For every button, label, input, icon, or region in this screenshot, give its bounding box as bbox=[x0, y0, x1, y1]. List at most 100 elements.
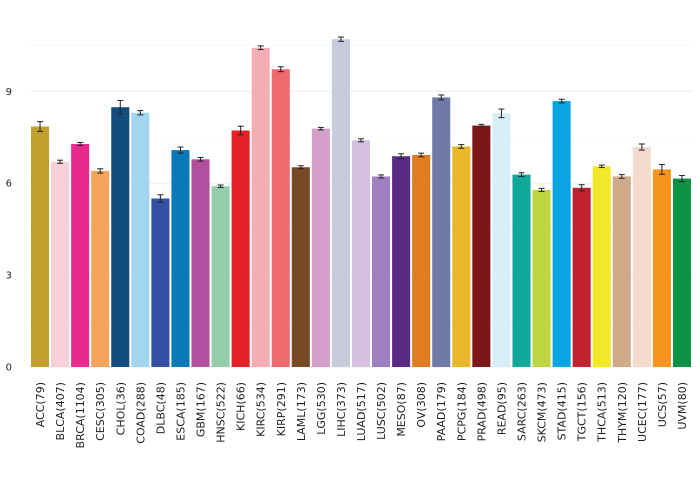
error-bar bbox=[558, 98, 565, 104]
error-bar bbox=[57, 159, 64, 164]
error-bar bbox=[538, 187, 545, 192]
x-tick-label: ACC(79) bbox=[34, 382, 47, 427]
x-tick-label: THYM(120) bbox=[616, 382, 629, 444]
x-tick-label: PRAD(498) bbox=[475, 382, 488, 441]
error-bar bbox=[598, 164, 605, 169]
error-bar bbox=[117, 99, 124, 115]
x-tick-label: SARC(263) bbox=[515, 382, 528, 441]
x-tick-label: KIRC(534) bbox=[255, 382, 268, 437]
error-bar bbox=[157, 194, 164, 203]
x-tick-label: LAML(173) bbox=[295, 382, 308, 441]
bar-coad bbox=[131, 112, 150, 367]
y-tick-label: 3 bbox=[6, 271, 12, 282]
x-tick-label: LUSC(502) bbox=[375, 382, 388, 440]
bar-lgg bbox=[311, 128, 330, 367]
error-bar bbox=[237, 125, 244, 136]
bar-tgct bbox=[572, 187, 591, 367]
bar-uvm bbox=[672, 178, 691, 367]
error-bar bbox=[398, 153, 405, 160]
bars bbox=[31, 39, 691, 368]
error-bar bbox=[277, 66, 284, 73]
bar-gbm bbox=[191, 159, 210, 367]
x-tick-label: THCA(513) bbox=[596, 382, 609, 443]
bar-blca bbox=[51, 161, 70, 367]
x-tick-label: READ(95) bbox=[495, 382, 508, 435]
x-tick-label: CHOL(36) bbox=[114, 382, 127, 435]
error-bar bbox=[378, 174, 385, 179]
x-tick-label: UCS(57) bbox=[656, 382, 669, 427]
error-bar bbox=[418, 152, 425, 158]
x-tick-label: PCPG(184) bbox=[455, 382, 468, 441]
x-tick-label: OV(308) bbox=[415, 382, 428, 428]
error-bar bbox=[358, 138, 364, 143]
bar-brca bbox=[71, 143, 90, 367]
bar-read bbox=[492, 113, 511, 368]
x-tick-label: UCEC(177) bbox=[636, 382, 649, 442]
bar-dlbc bbox=[151, 198, 170, 367]
x-tick-label: STAD(415) bbox=[556, 382, 569, 440]
error-bar bbox=[337, 36, 344, 42]
bar-acc bbox=[31, 126, 50, 367]
bar-paad bbox=[432, 97, 451, 368]
y-tick-label: 6 bbox=[6, 179, 12, 190]
error-bar bbox=[458, 144, 465, 149]
x-tick-label: MESO(87) bbox=[395, 382, 408, 437]
error-bar bbox=[77, 141, 84, 146]
error-bar bbox=[518, 172, 525, 177]
bar-skcm bbox=[532, 189, 551, 367]
error-bar bbox=[317, 126, 324, 131]
bar-lihc bbox=[331, 39, 350, 367]
bar-cesc bbox=[91, 170, 110, 367]
error-bar bbox=[638, 143, 645, 151]
bar-thca bbox=[592, 166, 611, 367]
error-bar bbox=[438, 94, 445, 101]
x-tick-label: SKCM(473) bbox=[536, 382, 549, 442]
bar-lusc bbox=[372, 176, 391, 367]
x-tick-label: LIHC(373) bbox=[335, 382, 348, 437]
error-bar bbox=[578, 184, 585, 192]
x-tick-label: ESCA(185) bbox=[174, 382, 187, 441]
bar-luad bbox=[351, 140, 371, 367]
bar-ucec bbox=[632, 147, 651, 367]
bar-kirp bbox=[271, 69, 290, 368]
x-tick-label: KIRP(291) bbox=[275, 382, 288, 436]
error-bar bbox=[478, 123, 485, 128]
bar-prad bbox=[472, 125, 491, 368]
x-tick-label: LGG(530) bbox=[315, 382, 328, 435]
x-tick-label: GBM(167) bbox=[195, 382, 208, 437]
error-bar bbox=[177, 146, 184, 154]
error-bar bbox=[678, 175, 685, 183]
bar-thym bbox=[612, 176, 631, 367]
x-tick-label: TGCT(156) bbox=[576, 382, 589, 442]
bar-meso bbox=[392, 156, 411, 367]
error-bar bbox=[297, 165, 304, 170]
bar-stad bbox=[552, 101, 571, 368]
x-tick-label: KICH(66) bbox=[235, 382, 248, 431]
y-axis-ticks: 0 3 6 9 bbox=[6, 87, 12, 374]
error-bar bbox=[257, 45, 264, 51]
bar-pcpg bbox=[452, 146, 471, 367]
x-tick-label: CESC(305) bbox=[94, 382, 107, 441]
x-tick-label: HNSC(522) bbox=[215, 382, 228, 443]
error-bar bbox=[658, 163, 665, 175]
error-bar bbox=[37, 121, 44, 132]
x-tick-label: COAD(288) bbox=[134, 382, 147, 444]
error-bar bbox=[217, 184, 224, 188]
error-bars bbox=[37, 36, 685, 203]
bar-kich bbox=[231, 130, 250, 367]
y-tick-label: 9 bbox=[6, 87, 12, 98]
bar-ov bbox=[412, 154, 431, 367]
error-bar bbox=[97, 168, 104, 174]
error-bar bbox=[498, 108, 505, 119]
x-tick-label: DLBC(48) bbox=[154, 382, 167, 434]
error-bar bbox=[197, 156, 204, 162]
x-tick-label: BRCA(1104) bbox=[74, 382, 87, 448]
bar-chol bbox=[111, 107, 130, 367]
bar-ucs bbox=[652, 169, 671, 367]
x-tick-label: PAAD(179) bbox=[435, 382, 448, 441]
bar-esca bbox=[171, 150, 190, 367]
bar-kirc bbox=[251, 47, 270, 367]
x-tick-label: LUAD(517) bbox=[355, 382, 368, 441]
x-tick-label: UVM(80) bbox=[676, 382, 689, 430]
